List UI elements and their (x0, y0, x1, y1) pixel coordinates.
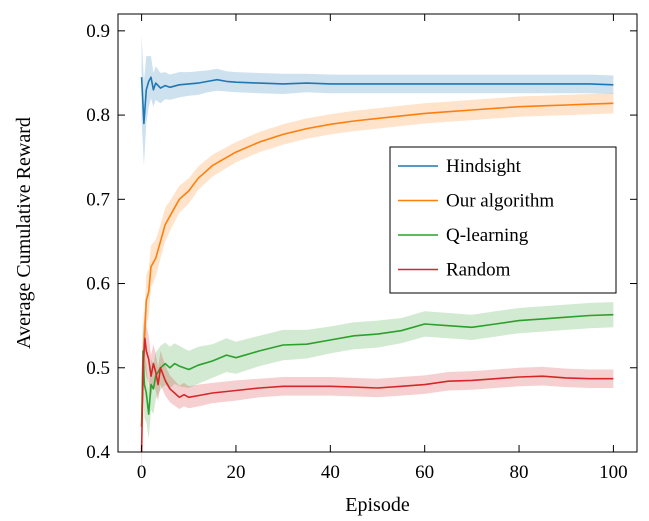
y-tick-labels: 0.4 0.5 0.6 0.7 0.8 0.9 (86, 21, 110, 463)
x-tick-label: 80 (510, 462, 529, 483)
q-learning-confidence-band (141, 302, 614, 469)
series-lines (140, 76, 614, 453)
x-tick-label: 20 (226, 462, 245, 483)
x-tick-label: 40 (321, 462, 340, 483)
x-tick-label: 60 (415, 462, 434, 483)
y-tick-label: 0.5 (86, 358, 110, 379)
y-tick-label: 0.6 (86, 274, 110, 295)
legend-box (389, 146, 617, 294)
random-confidence-band (141, 308, 614, 486)
x-tick-label: 100 (599, 462, 628, 483)
legend-label-random: Random (446, 260, 511, 281)
x-axis-title: Episode (345, 494, 410, 516)
plot-frame (117, 13, 638, 453)
legend-label-hindsight: Hindsight (446, 156, 522, 177)
x-tick-label: 0 (137, 462, 147, 483)
our-algorithm-series-line (140, 102, 614, 427)
y-tick-label: 0.4 (86, 442, 110, 463)
q-learning-series-line (140, 313, 614, 427)
y-axis-title: Average Cumulative Reward (13, 117, 35, 349)
x-tick-labels: 0 20 40 60 80 100 (137, 462, 628, 483)
legend-label-our-algorithm: Our algorithm (446, 191, 554, 212)
y-tick-label: 0.8 (86, 105, 110, 126)
y-tick-label: 0.7 (86, 189, 110, 210)
axis-ticks (118, 14, 637, 453)
legend: Hindsight Our algorithm Q-learning Random (389, 146, 617, 294)
y-tick-label: 0.9 (86, 21, 110, 42)
confidence-bands (141, 35, 614, 486)
hindsight-series-line (140, 76, 614, 125)
random-series-line (140, 337, 614, 453)
legend-label-q-learning: Q-learning (446, 225, 529, 246)
